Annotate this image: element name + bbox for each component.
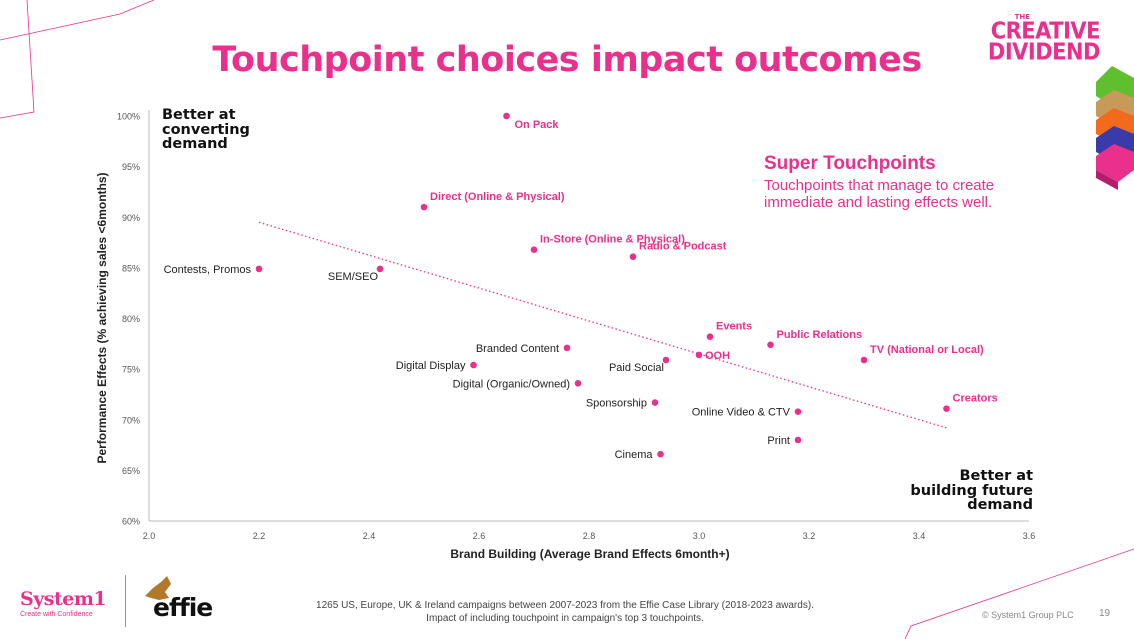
- x-tick-label: 3.6: [1023, 531, 1036, 541]
- point-branded-content: [563, 344, 571, 352]
- point-public-relations: [767, 341, 774, 349]
- system1-logo: System1 Create with Confidence: [20, 588, 107, 618]
- point-direct-online-physical: [420, 203, 428, 211]
- y-tick-label: 85%: [122, 263, 140, 273]
- point-paid-social: [662, 356, 670, 364]
- footer-divider: [125, 575, 126, 627]
- point-label-radio-podcast: Radio & Podcast: [639, 241, 727, 253]
- point-sem-seo: [376, 265, 384, 273]
- point-label-cinema: Cinema: [615, 449, 654, 461]
- point-in-store-online-physical: [530, 246, 538, 253]
- point-ooh: [695, 351, 703, 359]
- point-label-ooh: OOH: [705, 350, 730, 362]
- point-on-pack: [503, 112, 510, 120]
- y-tick-label: 90%: [122, 213, 140, 223]
- point-label-paid-social: Paid Social: [609, 362, 664, 374]
- y-tick-label: 75%: [122, 365, 140, 375]
- point-label-contests-promos: Contests, Promos: [164, 264, 252, 276]
- point-creators: [943, 405, 950, 412]
- super-touchpoints-description: Touchpoints that manage to create immedi…: [764, 177, 995, 212]
- creative-dividend-logo: THE CREATIVE DIVIDEND: [987, 13, 1101, 66]
- x-axis-label: Brand Building (Average Brand Effects 6m…: [450, 547, 730, 561]
- y-tick-label: 65%: [122, 466, 140, 476]
- y-tick-label: 70%: [122, 415, 140, 425]
- x-tick-label: 2.2: [253, 531, 266, 541]
- x-tick-label: 2.0: [143, 531, 156, 541]
- point-label-public-relations: Public Relations: [777, 329, 863, 341]
- copyright: © System1 Group PLC: [982, 610, 1074, 620]
- point-digital-organic-owned: [574, 380, 582, 387]
- point-sponsorship: [651, 399, 659, 406]
- stacked-blocks-icon: [1096, 66, 1134, 190]
- point-label-in-store-online-physical: In-Store (Online & Physical): [540, 234, 685, 246]
- footnote: 1265 US, Europe, UK & Ireland campaigns …: [316, 600, 814, 624]
- x-tick-label: 2.4: [363, 531, 376, 541]
- point-label-digital-organic-owned: Digital (Organic/Owned): [453, 378, 570, 390]
- x-tick-label: 2.6: [473, 531, 486, 541]
- point-events: [706, 333, 714, 341]
- point-contests-promos: [255, 265, 263, 273]
- point-digital-display: [470, 361, 477, 369]
- x-tick-label: 3.4: [913, 531, 926, 541]
- point-radio-podcast: [629, 253, 637, 261]
- y-tick-label: 60%: [122, 517, 140, 527]
- effie-logo: effie: [145, 576, 213, 620]
- y-tick-label: 80%: [122, 314, 140, 324]
- x-tick-label: 3.2: [803, 531, 816, 541]
- point-label-digital-display: Digital Display: [396, 360, 466, 372]
- point-label-on-pack: On Pack: [515, 119, 560, 131]
- point-print: [794, 436, 802, 444]
- page-title: Touchpoint choices impact outcomes: [212, 40, 922, 80]
- point-label-events: Events: [716, 321, 752, 333]
- point-cinema: [657, 450, 664, 458]
- point-label-creators: Creators: [953, 393, 998, 405]
- x-tick-label: 2.8: [583, 531, 596, 541]
- super-touchpoints-callout: Super Touchpoints Touchpoints that manag…: [764, 153, 1064, 212]
- point-label-sponsorship: Sponsorship: [586, 398, 647, 410]
- svg-text:effie: effie: [153, 593, 212, 620]
- page-number: 19: [1099, 608, 1111, 619]
- x-tick-label: 3.0: [693, 531, 706, 541]
- corner-label-building: Better at building future demand: [910, 468, 1033, 513]
- point-label-tv-national-or-local: TV (National or Local): [870, 344, 984, 356]
- corner-label-converting: Better at converting demand: [162, 107, 250, 152]
- point-label-branded-content: Branded Content: [476, 343, 559, 355]
- y-tick-label: 100%: [117, 112, 140, 122]
- super-touchpoints-heading: Super Touchpoints: [764, 153, 936, 174]
- point-label-direct-online-physical: Direct (Online & Physical): [430, 191, 565, 203]
- point-label-sem-seo: SEM/SEO: [328, 271, 379, 283]
- y-tick-label: 95%: [122, 162, 140, 172]
- point-label-online-video-ctv: Online Video & CTV: [692, 407, 791, 419]
- point-online-video-ctv: [794, 408, 802, 415]
- point-label-print: Print: [767, 435, 790, 447]
- point-tv-national-or-local: [860, 356, 868, 364]
- y-axis-label: Performance Effects (% achieving sales <…: [95, 172, 109, 464]
